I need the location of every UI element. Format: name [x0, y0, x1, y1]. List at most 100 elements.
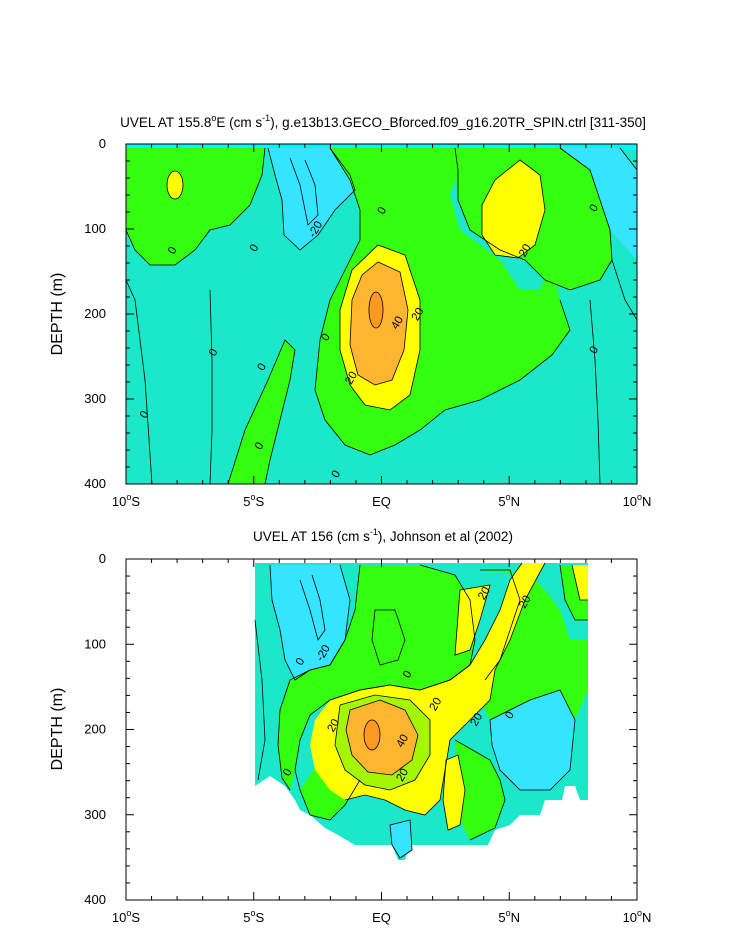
svg-text:0: 0 — [166, 245, 180, 257]
bottom-contour-label: 20 — [469, 711, 486, 728]
bottom-field-yellow-se — [443, 755, 465, 830]
top-xtick-label: EQ — [372, 494, 391, 509]
svg-text:0: 0 — [248, 242, 262, 254]
svg-text:20: 20 — [469, 711, 486, 728]
bottom-ytick-label: 100 — [84, 636, 106, 651]
svg-text:0: 0 — [588, 344, 602, 356]
bottom-contour-label: 40 — [394, 733, 411, 750]
top-contour-label: 20 — [410, 306, 427, 323]
top-xtick-label: 5oS — [243, 492, 264, 509]
bottom-field-lightblue4 — [390, 820, 412, 858]
svg-text:20: 20 — [343, 370, 360, 387]
top-ytick-label: 0 — [99, 136, 106, 151]
bottom-xtick-label: 5oN — [498, 908, 520, 925]
bottom-ylabel: DEPTH (m) — [49, 688, 66, 771]
top-xtick-label: 5oN — [498, 492, 520, 509]
bottom-ytick-label: 0 — [99, 551, 106, 566]
top-xtick-label: 10oN — [623, 492, 652, 509]
bottom-title: UVEL AT 156 (cm s-1), Johnson et al (200… — [253, 527, 513, 544]
bottom-field-lightblue — [270, 565, 350, 680]
top-contour-label: 20 — [517, 242, 534, 259]
bottom-contour-label: 20 — [325, 717, 342, 734]
svg-text:20: 20 — [517, 242, 534, 259]
bottom-field-yellow-ne — [572, 565, 588, 600]
top-contour-label: 0 — [255, 361, 269, 373]
bottom-ytick-label: 400 — [84, 892, 106, 907]
svg-text:20: 20 — [394, 767, 411, 784]
svg-text:0: 0 — [253, 440, 267, 452]
top-contour-label: 0 — [319, 332, 333, 344]
svg-text:0: 0 — [294, 656, 308, 668]
bottom-contour-label: 0 — [281, 767, 295, 779]
top-contour-label: 40 — [389, 314, 406, 331]
bottom-contour-label: 20 — [517, 594, 534, 611]
svg-text:20: 20 — [517, 594, 534, 611]
top-field-green-sw — [228, 340, 295, 484]
svg-text:0: 0 — [255, 361, 269, 373]
svg-text:20: 20 — [410, 306, 427, 323]
svg-text:0: 0 — [588, 202, 602, 214]
top-contour-label: 0 — [588, 202, 602, 214]
svg-text:20: 20 — [428, 696, 445, 713]
top-ytick-label: 100 — [84, 221, 106, 236]
bottom-contour-label: 20 — [428, 696, 445, 713]
bottom-contour-label: 0 — [294, 656, 308, 668]
bottom-contour-label: 20 — [476, 585, 493, 602]
bottom-field-green-east — [480, 570, 588, 720]
bottom-xtick-label: 10oN — [623, 908, 652, 925]
bottom-contour-label: 0 — [503, 710, 517, 722]
svg-text:0: 0 — [503, 710, 517, 722]
top-ytick-label: 400 — [84, 476, 106, 491]
svg-text:0: 0 — [281, 767, 295, 779]
top-contour-label: 0 — [248, 242, 262, 254]
svg-text:20: 20 — [325, 717, 342, 734]
top-contour-label: 0 — [138, 409, 152, 421]
svg-text:0: 0 — [138, 409, 152, 421]
bottom-contour-label: 20 — [394, 767, 411, 784]
top-plot: UVEL AT 155.8oE (cm s-1), g.e13b13.GECO_… — [49, 113, 651, 509]
top-ytick-label: 300 — [84, 391, 106, 406]
bottom-xtick-label: 10oS — [112, 908, 140, 925]
svg-text:0: 0 — [319, 332, 333, 344]
top-title: UVEL AT 155.8oE (cm s-1), g.e13b13.GECO_… — [120, 113, 646, 130]
bottom-contour-label: 0 — [401, 669, 415, 681]
bottom-ytick-label: 300 — [84, 807, 106, 822]
top-field-lightblue — [268, 148, 355, 250]
top-field-green-west — [126, 148, 265, 265]
top-xtick-label: 10oS — [112, 492, 140, 509]
top-ytick-label: 200 — [84, 306, 106, 321]
svg-text:0: 0 — [376, 205, 390, 217]
bottom-plot: UVEL AT 156 (cm s-1), Johnson et al (200… — [49, 527, 651, 925]
top-field-yellow-east — [482, 160, 545, 258]
top-field-yellow-west — [167, 171, 183, 199]
svg-text:0: 0 — [401, 669, 415, 681]
svg-text:20: 20 — [476, 585, 493, 602]
top-contour-label: 0 — [376, 205, 390, 217]
top-contour-label: 0 — [588, 344, 602, 356]
bottom-field-lightblue3 — [490, 690, 575, 790]
bottom-xtick-label: EQ — [372, 910, 391, 925]
bottom-field-deeporange-core — [364, 720, 380, 750]
top-field-deeporange-core — [369, 292, 383, 328]
svg-text:0: 0 — [330, 469, 344, 481]
top-contour-label: 20 — [343, 370, 360, 387]
top-contour-label: 0 — [207, 347, 221, 359]
top-contour-label: 0 — [330, 469, 344, 481]
bottom-ytick-label: 200 — [84, 722, 106, 737]
bottom-field-green-main — [278, 565, 475, 790]
top-ylabel: DEPTH (m) — [49, 273, 66, 356]
bottom-xtick-label: 5oS — [243, 908, 264, 925]
svg-text:40: 40 — [394, 733, 411, 750]
top-contour-label: 0 — [166, 245, 180, 257]
svg-text:40: 40 — [389, 314, 406, 331]
top-contour-lines — [126, 147, 637, 484]
bottom-field-orange-core — [346, 700, 418, 775]
top-contour-label: 0 — [253, 440, 267, 452]
bottom-contour-lines — [254, 562, 588, 859]
svg-text:0: 0 — [207, 347, 221, 359]
